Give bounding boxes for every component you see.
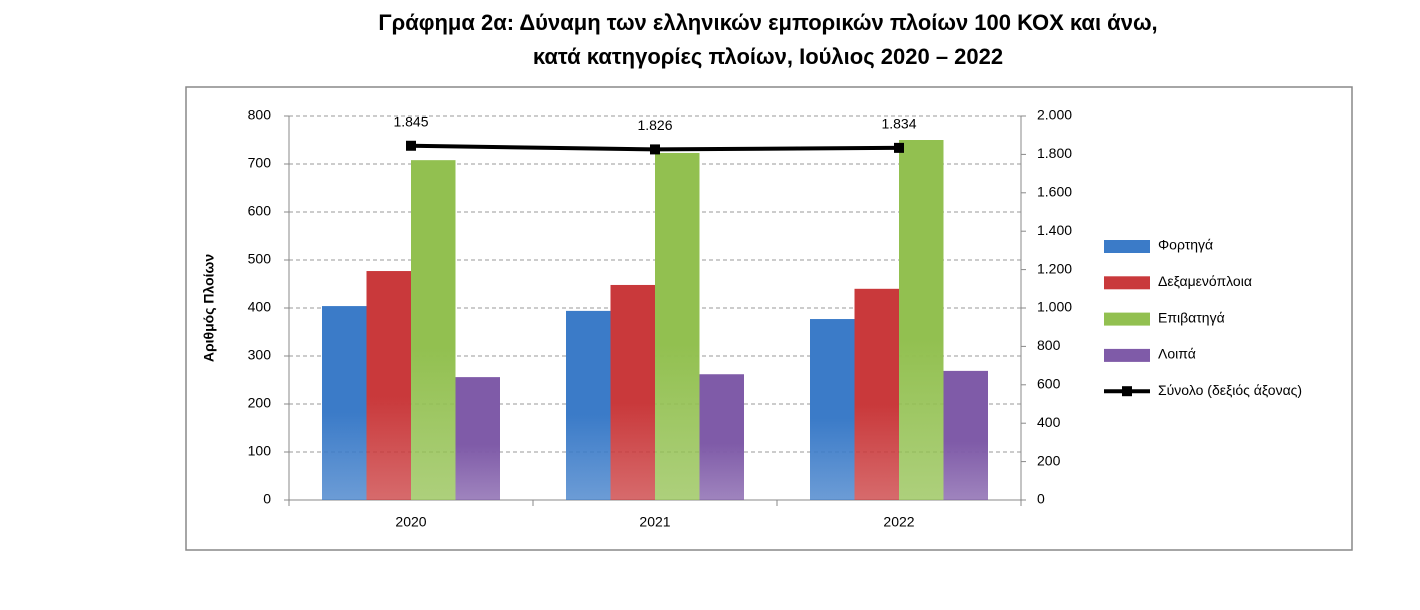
y2-tick-label: 0: [1037, 491, 1045, 507]
legend-swatch: [1104, 276, 1150, 290]
bar: [566, 310, 611, 500]
bar: [455, 377, 500, 500]
y2-tick-label: 1.000: [1037, 299, 1072, 315]
bar: [322, 306, 367, 500]
bar: [610, 284, 655, 500]
y-tick-label: 800: [248, 107, 272, 123]
y-axis-label: Αριθμός Πλοίων: [201, 254, 217, 363]
y-tick-label: 500: [248, 251, 272, 267]
legend-marker: [1122, 386, 1132, 397]
legend-swatch: [1104, 312, 1150, 326]
bar: [899, 140, 944, 500]
bar: [943, 370, 988, 500]
bar: [655, 152, 700, 500]
y-tick-label: 0: [263, 491, 271, 507]
y2-tick-label: 400: [1037, 414, 1061, 430]
x-tick-label: 2020: [395, 514, 426, 530]
y2-tick-label: 1.800: [1037, 145, 1072, 161]
y2-tick-label: 1.400: [1037, 222, 1072, 238]
data-label: 1.834: [881, 116, 916, 132]
line-marker: [406, 140, 416, 151]
chart-frame: [185, 86, 1353, 551]
x-tick-label: 2021: [639, 514, 670, 530]
y-tick-label: 100: [248, 443, 272, 459]
bar: [699, 374, 744, 500]
y2-tick-label: 1.200: [1037, 260, 1072, 276]
bar: [810, 319, 855, 500]
legend-label: Δεξαμενόπλοια: [1158, 273, 1252, 289]
y-tick-label: 300: [248, 347, 272, 363]
data-label: 1.845: [393, 113, 428, 129]
legend-label: Επιβατηγά: [1158, 309, 1225, 325]
y2-tick-label: 200: [1037, 452, 1061, 468]
chart-title: Γράφημα 2α: Δύναμη των ελληνικών εμπορικ…: [378, 10, 1157, 35]
legend-label: Φορτηγά: [1158, 237, 1213, 253]
y2-tick-label: 800: [1037, 337, 1061, 353]
y-tick-label: 200: [248, 395, 272, 411]
legend-swatch: [1104, 348, 1150, 362]
line-marker: [650, 144, 660, 155]
x-tick-label: 2022: [883, 514, 914, 530]
bar: [411, 160, 456, 500]
chart-title: κατά κατηγορίες πλοίων, Ιούλιος 2020 – 2…: [533, 44, 1003, 69]
y2-tick-label: 600: [1037, 376, 1061, 392]
bar: [366, 271, 411, 500]
bar: [854, 288, 899, 500]
y-tick-label: 400: [248, 299, 272, 315]
data-label: 1.826: [637, 117, 672, 133]
legend-swatch: [1104, 240, 1150, 253]
y2-tick-label: 2.000: [1037, 107, 1072, 123]
y2-tick-label: 1.600: [1037, 184, 1072, 200]
legend-label: Λοιπά: [1158, 346, 1196, 362]
legend-label: Σύνολο (δεξιός άξονας): [1158, 382, 1302, 398]
y-tick-label: 700: [248, 155, 272, 171]
line-marker: [894, 142, 904, 153]
y-tick-label: 600: [248, 203, 272, 219]
